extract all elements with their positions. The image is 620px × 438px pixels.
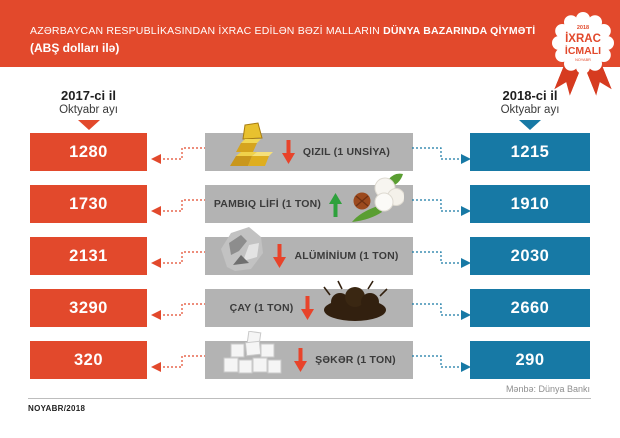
page-title: AZƏRBAYCAN RESPUBLİKASINDAN İXRAC EDİLƏN… [30,25,620,37]
pointer-down-red-icon [77,120,100,130]
dotted-arrow-left-icon [149,145,207,167]
table-row-cotton: 1730 PAMBIQ LİFİ (1 TON) [0,173,620,223]
product-label: ŞƏKƏR (1 TON) [315,354,396,366]
product-label: QIZIL (1 UNSİYA) [302,146,391,158]
page-title-bold: DÜNYA BAZARINDA QİYMƏTİ [383,25,536,37]
aluminum-icon [219,225,265,273]
value-2018-cotton: 1910 [470,185,590,223]
product-label: ALÜMİNİUM (1 TON) [294,250,399,262]
value-2017-tea: 3290 [30,289,147,327]
dotted-arrow-right-icon [411,145,473,167]
dotted-arrow-right-icon [411,197,473,219]
product-cell-sugar: ŞƏKƏR (1 TON) [205,330,413,379]
badge-title-line1: İXRAC [565,32,601,45]
table-row-gold: 1280 QIZIL (1 UNSİYA) 1215 [0,122,620,171]
dotted-arrow-right-icon [411,353,473,375]
tea-icon [322,279,388,323]
year-label-2018: 2018-ci il [502,88,558,103]
issue-date: NOYABR/2018 [28,404,86,413]
value-2017-aluminum: 2131 [30,237,147,275]
dotted-arrow-right-icon [411,249,473,271]
value-2018-tea: 2660 [470,289,590,327]
value-2018-sugar: 290 [470,341,590,379]
product-cell-cotton: PAMBIQ LİFİ (1 TON) [205,173,413,223]
badge-title-line2: İCMALI [565,44,601,57]
dotted-arrow-left-icon [149,249,207,271]
rosette-seal-icon: 2018 İXRAC İCMALI NOYABR [552,12,614,74]
dotted-arrow-left-icon [149,301,207,323]
trend-down-icon [281,139,295,165]
export-review-badge: 2018 İXRAC İCMALI NOYABR [547,10,619,102]
source-note: Mənbə: Dünya Bankı [505,384,590,394]
column-header-2017: 2017-ci il Oktyabr ayı [30,88,147,130]
value-2018-gold: 1215 [470,133,590,171]
product-cell-aluminum: ALÜMİNİUM (1 TON) [205,227,413,275]
value-2017-gold: 1280 [30,133,147,171]
year-label-2017: 2017-ci il [61,88,116,103]
product-label: PAMBIQ LİFİ (1 TON) [213,198,322,210]
product-cell-tea: ÇAY (1 TON) [205,280,413,327]
page-subtitle: (ABŞ dolları ilə) [30,41,120,55]
column-header-2018: 2018-ci il Oktyabr ayı [470,88,590,130]
page-title-regular: AZƏRBAYCAN RESPUBLİKASINDAN İXRAC EDİLƏN… [30,25,384,37]
badge-footnote: NOYABR [575,58,591,62]
table-row-tea: 3290 ÇAY (1 TON) 2660 [0,280,620,327]
header-banner: AZƏRBAYCAN RESPUBLİKASINDAN İXRAC EDİLƏN… [0,0,620,67]
value-2017-sugar: 320 [30,341,147,379]
badge-year: 2018 [577,25,589,31]
month-label-2018: Oktyabr ayı [500,104,560,116]
trend-up-icon [329,192,343,217]
product-cell-gold: QIZIL (1 UNSİYA) [205,122,413,171]
pointer-down-blue-icon [519,120,541,130]
month-label-2017: Oktyabr ayı [59,104,118,116]
table-row-sugar: 320 ŞƏKƏR (1 TON) 290 [0,330,620,379]
table-row-aluminum: 2131 ALÜMİNİUM (1 TON) 2030 [0,227,620,275]
sugar-cubes-icon [222,330,286,375]
trend-down-icon [294,347,308,373]
trend-down-icon [301,295,315,321]
gold-bars-icon [228,121,274,169]
dotted-arrow-left-icon [149,197,207,219]
cotton-icon [350,172,406,222]
value-2017-cotton: 1730 [30,185,147,223]
value-2018-aluminum: 2030 [470,237,590,275]
dotted-arrow-left-icon [149,353,207,375]
dotted-arrow-right-icon [411,301,473,323]
product-label: ÇAY (1 TON) [229,302,294,314]
footer-divider [28,398,591,399]
trend-down-icon [273,243,287,269]
